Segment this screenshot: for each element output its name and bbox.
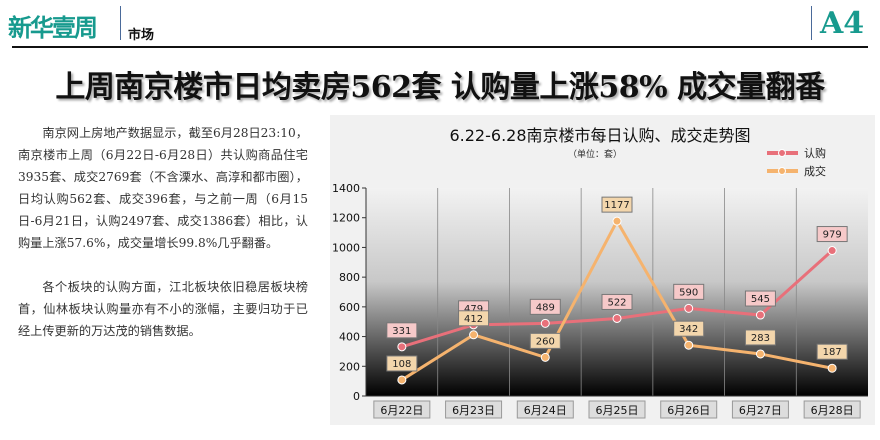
data-label-box	[816, 343, 848, 360]
y-tick-label: 1000	[332, 241, 360, 254]
data-label-box	[816, 226, 848, 243]
newspaper-logo: 新华壹周	[8, 14, 98, 42]
data-label: 412	[464, 314, 483, 325]
data-point	[397, 375, 407, 385]
x-tick-label: 6月27日	[739, 404, 782, 417]
x-tick-box	[516, 400, 574, 419]
data-label: 590	[679, 287, 698, 298]
x-tick-label: 6月24日	[524, 404, 567, 417]
data-point	[755, 349, 765, 359]
x-tick-box	[803, 400, 861, 419]
data-label-box	[529, 332, 561, 349]
data-label-box	[386, 355, 418, 372]
data-label: 489	[536, 302, 555, 313]
data-label-box	[744, 329, 776, 346]
article-paragraph: 各个板块的认购方面，江北板块依旧稳居板块榜首，仙林板块认购量亦有不小的涨幅，主要…	[18, 280, 308, 338]
data-label: 342	[679, 324, 698, 335]
header-rule	[12, 46, 868, 48]
legend-marker	[778, 149, 786, 157]
divider	[120, 6, 121, 40]
data-point	[540, 352, 550, 362]
data-point	[755, 310, 765, 320]
x-tick-label: 6月22日	[380, 404, 423, 417]
article-paragraph: 南京网上房地产数据显示，截至6月28日23:10，南京楼市上周（6月22日-6月…	[18, 126, 308, 250]
x-tick-box	[373, 400, 431, 419]
data-point	[612, 313, 622, 323]
data-point	[540, 318, 550, 328]
legend-label: 成交	[804, 164, 826, 178]
data-label-box	[529, 298, 561, 315]
data-label: 979	[823, 230, 842, 241]
headline: 上周南京楼市日均卖房562套 认购量上涨58% 成交量翻番	[55, 70, 825, 105]
article-body: 南京网上房地产数据显示，截至6月28日23:10，南京楼市上周（6月22日-6月…	[18, 122, 308, 364]
x-tick-label: 6月26日	[667, 404, 710, 417]
data-label-box	[673, 283, 705, 300]
data-label: 260	[536, 336, 555, 347]
x-tick-label: 6月23日	[452, 404, 495, 417]
section-label: 市场	[128, 28, 155, 43]
data-label-box	[744, 290, 776, 307]
data-point	[397, 342, 407, 352]
y-tick-label: 800	[339, 271, 360, 284]
legend-marker	[778, 167, 786, 175]
data-point	[469, 330, 479, 340]
y-tick-label: 1200	[332, 212, 360, 225]
x-tick-label: 6月28日	[811, 404, 854, 417]
data-label: 331	[392, 326, 411, 337]
data-point	[684, 340, 694, 350]
data-label: 479	[464, 304, 483, 315]
data-point	[827, 363, 837, 373]
data-point	[612, 216, 622, 226]
divider	[811, 6, 812, 40]
data-point	[827, 246, 837, 256]
y-tick-label: 1400	[332, 182, 360, 195]
data-label: 1177	[604, 200, 629, 211]
y-tick-label: 600	[339, 301, 360, 314]
y-tick-label: 400	[339, 331, 360, 344]
data-label-box	[386, 322, 418, 339]
chart-subtitle: （单位：套）	[568, 148, 622, 160]
data-label: 187	[823, 347, 842, 358]
x-tick-box	[660, 400, 718, 419]
x-tick-box	[731, 400, 789, 419]
x-tick-box	[588, 400, 646, 419]
data-label: 283	[751, 333, 770, 344]
page-number: A4	[820, 6, 865, 41]
data-label-box	[673, 320, 705, 337]
x-tick-box	[445, 400, 503, 419]
data-label: 108	[392, 359, 411, 370]
chart-title: 6.22-6.28南京楼市每日认购、成交走势图	[449, 126, 750, 145]
y-tick-label: 200	[339, 360, 360, 373]
data-label-box	[458, 310, 490, 327]
data-label: 522	[607, 297, 626, 308]
x-tick-label: 6月25日	[596, 404, 639, 417]
data-point	[684, 303, 694, 313]
data-label-box	[601, 196, 633, 213]
legend-label: 认购	[804, 146, 826, 160]
y-tick-label: 0	[353, 390, 360, 403]
data-label-box	[601, 293, 633, 310]
data-label: 545	[751, 294, 770, 305]
